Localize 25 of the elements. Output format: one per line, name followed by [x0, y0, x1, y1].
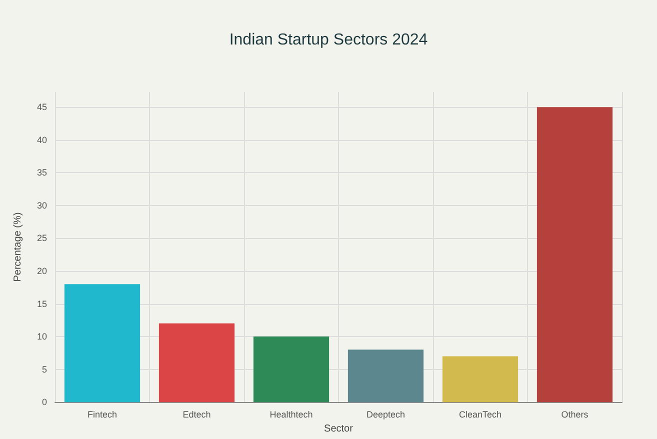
x-tick-label: Fintech [87, 410, 118, 420]
y-tick-label: 35 [36, 168, 47, 178]
bar [442, 356, 518, 402]
x-tick-label: Healthtech [270, 410, 313, 420]
x-axis-title: Sector [324, 424, 354, 434]
bar [158, 323, 235, 402]
y-tick-label: 5 [42, 364, 47, 374]
y-tick-label: 10 [36, 332, 47, 342]
x-tick-label: CleanTech [458, 410, 502, 420]
y-tick-label: 45 [36, 102, 47, 112]
y-axis-title: Percentage (%) [12, 212, 24, 282]
bar [536, 107, 613, 402]
y-tick-label: 40 [36, 134, 47, 145]
bar [253, 336, 330, 402]
x-tick-label: Others [561, 410, 589, 420]
x-tick-label: Edtech [182, 410, 211, 420]
y-tick-label: 0 [42, 397, 47, 408]
bar [64, 284, 140, 402]
y-tick-label: 20 [36, 266, 47, 276]
y-tick-label: 15 [36, 298, 47, 309]
y-tick-label: 25 [36, 233, 47, 244]
chart-title: Indian Startup Sectors 2024 [229, 32, 428, 48]
bar [348, 350, 424, 402]
y-tick-label: 30 [36, 200, 47, 210]
x-tick-label: Deeptech [366, 410, 406, 420]
